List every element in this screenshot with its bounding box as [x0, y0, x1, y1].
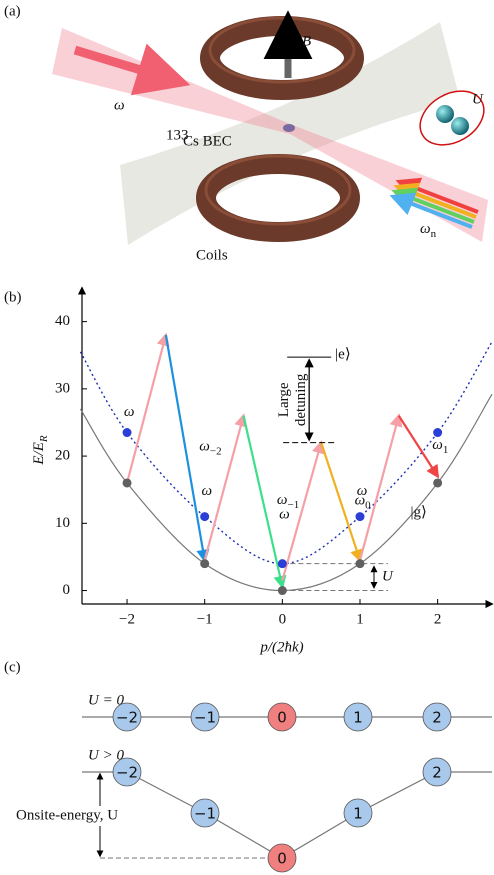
curve: [80, 342, 492, 564]
label-sub: 0: [365, 499, 371, 511]
transition-label: ω−2: [199, 439, 221, 457]
point: [123, 478, 132, 487]
coils-label: Coils: [196, 247, 228, 263]
panel-label: (c): [4, 659, 21, 675]
point: [433, 478, 442, 487]
label-base: ω: [432, 437, 443, 453]
ground-state: |g⟩: [410, 505, 426, 521]
y-tick-label: 40: [55, 313, 70, 329]
detuning-line: Large: [277, 382, 293, 417]
point: [200, 512, 209, 521]
label-base: ω: [357, 483, 368, 499]
illustration: [52, 18, 493, 245]
x-tick-label: 0: [279, 611, 287, 627]
figure: (a) ω B U 133 Cs BEC Coils ωn (b) −2−101…: [0, 0, 494, 875]
site-label: 0: [277, 709, 287, 727]
point: [278, 586, 287, 595]
y-tick-label: 30: [55, 380, 70, 396]
point: [355, 559, 364, 568]
atom: [451, 117, 469, 135]
x-axis-label: p/(2ħk): [259, 639, 303, 655]
y-label-sub: R: [38, 435, 50, 443]
point: [355, 512, 364, 521]
site-label: 1: [353, 805, 363, 823]
onsite-label: Onsite-energy, U: [16, 807, 118, 823]
panel-label: (a): [4, 3, 21, 19]
site-label: 0: [277, 850, 287, 868]
point: [200, 559, 209, 568]
atom: [436, 105, 454, 123]
point: [278, 559, 287, 568]
detuning-line: detuning: [294, 373, 310, 426]
label-sub: −2: [210, 445, 222, 457]
label-base: ω: [199, 439, 210, 455]
y-axis-label: E/ER: [31, 435, 49, 466]
point: [433, 428, 442, 437]
y-tick-label: 0: [63, 582, 71, 598]
panel-label: (b): [4, 289, 22, 305]
u-label: U: [472, 91, 484, 107]
y-tick-label: 20: [55, 448, 70, 464]
y-tick-label: 10: [55, 515, 70, 531]
transition-label: ω: [357, 483, 368, 499]
label-base: ω: [279, 507, 290, 523]
bec-label: Cs BEC: [183, 133, 232, 149]
x-tick-label: −2: [119, 611, 135, 627]
x-tick-label: 1: [356, 611, 364, 627]
site-label: −2: [116, 709, 138, 727]
site-label: 1: [353, 709, 363, 727]
site-label: −1: [194, 805, 216, 823]
y-label-base: E/E: [31, 442, 47, 466]
omega-n-base: ω: [420, 221, 431, 237]
transition-label: ω: [202, 483, 213, 499]
omega-n: ωn: [420, 221, 437, 239]
site-label: −1: [194, 709, 216, 727]
point: [123, 428, 132, 437]
field-label: B: [302, 33, 311, 49]
excited-state: |e⟩: [335, 347, 351, 363]
x-tick-label: −1: [197, 611, 213, 627]
coil: [206, 164, 350, 232]
bec-cloud: [283, 124, 295, 132]
transition-label: ω: [124, 404, 135, 420]
coil: [210, 26, 354, 90]
detuning-label: Largedetuning: [277, 373, 310, 426]
transition-label: ω: [279, 507, 290, 523]
site-label: −2: [116, 764, 138, 782]
omega-label: ω: [114, 97, 125, 113]
omega-n-sub: n: [431, 228, 437, 240]
transition-label: ω1: [432, 437, 448, 455]
site-label: 2: [432, 709, 442, 727]
label-base: ω: [124, 404, 135, 420]
onsite-label: U: [382, 569, 394, 585]
label-base: ω: [202, 483, 213, 499]
site-label: 2: [432, 764, 442, 782]
x-tick-label: 2: [434, 611, 442, 627]
label-sub: 1: [443, 444, 449, 456]
